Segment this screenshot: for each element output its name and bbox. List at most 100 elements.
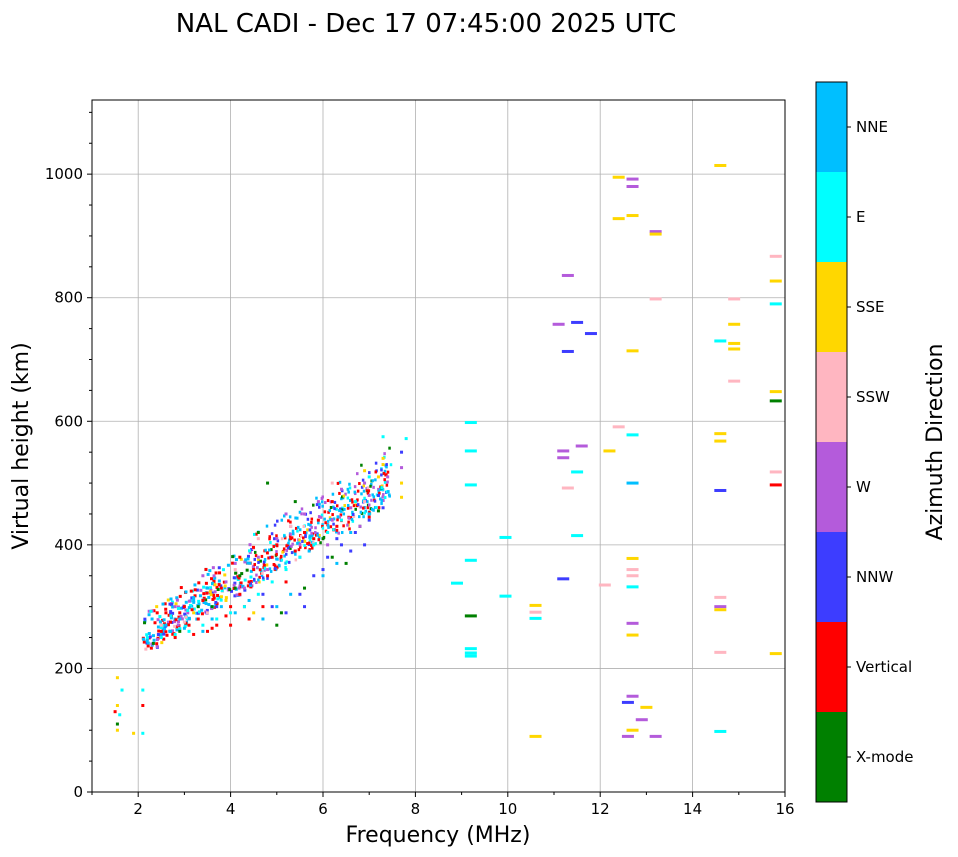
echo-mark xyxy=(318,505,321,509)
echo-mark xyxy=(166,620,170,624)
echo-mark xyxy=(178,594,182,598)
echo-mark xyxy=(347,490,350,494)
echo-mark xyxy=(341,508,344,512)
echo-mark xyxy=(280,558,284,562)
data-point-vertical xyxy=(335,524,339,528)
echo-mark xyxy=(166,598,170,602)
echo-mark xyxy=(269,569,273,573)
echo-mark xyxy=(346,503,350,507)
echo-mark xyxy=(389,463,393,467)
echo-mark xyxy=(350,518,354,522)
data-point-w xyxy=(303,512,307,516)
data-point-e xyxy=(141,688,145,692)
echo-mark xyxy=(374,470,378,474)
echo-mark xyxy=(339,513,343,517)
echo-mark xyxy=(232,583,236,587)
echo-mark xyxy=(318,533,321,537)
echo-mark xyxy=(344,492,347,496)
data-point-vertical xyxy=(159,629,163,633)
echo-mark xyxy=(383,469,387,473)
data-point-ssw xyxy=(561,486,574,490)
echo-mark xyxy=(142,640,146,644)
echo-mark xyxy=(212,579,216,583)
data-point-x-mode xyxy=(279,611,283,615)
echo-mark xyxy=(213,590,217,594)
echo-mark xyxy=(298,528,302,532)
echo-mark xyxy=(169,614,173,618)
data-point-x-mode xyxy=(115,722,119,726)
echo-mark xyxy=(356,472,359,476)
data-point-e xyxy=(464,558,477,562)
data-point-sse xyxy=(155,605,159,609)
echo-mark xyxy=(264,548,267,552)
echo-mark xyxy=(246,561,250,565)
echo-mark xyxy=(240,572,244,576)
data-point-x-mode xyxy=(256,531,260,534)
echo-mark xyxy=(283,554,286,558)
echo-mark xyxy=(156,618,160,622)
echo-mark xyxy=(161,618,165,622)
data-point-sse xyxy=(626,633,639,637)
echo-mark xyxy=(254,554,258,558)
data-point-x-mode xyxy=(275,623,279,627)
data-point-w xyxy=(386,475,390,479)
echo-mark xyxy=(268,567,272,571)
data-point-e xyxy=(464,449,477,453)
data-point-sse xyxy=(252,611,256,615)
colorbar-segment-nnw xyxy=(816,532,847,622)
echo-mark xyxy=(294,552,297,556)
data-point-ssw xyxy=(769,254,782,258)
echo-mark xyxy=(298,510,302,514)
echo-mark xyxy=(200,608,204,612)
y-axis-ticks: 0 200 400 600 800 1000 xyxy=(45,111,92,801)
echo-mark xyxy=(289,532,292,536)
echo-mark xyxy=(366,491,370,495)
echo-mark xyxy=(315,496,318,500)
echo-mark xyxy=(340,497,343,501)
data-point-w xyxy=(224,580,228,584)
data-point-vertical xyxy=(187,623,191,627)
echo-mark xyxy=(151,634,155,638)
echo-mark xyxy=(370,507,374,511)
echo-mark xyxy=(250,548,254,552)
echo-mark xyxy=(288,545,292,549)
echo-mark xyxy=(354,503,357,507)
echo-mark xyxy=(184,590,188,594)
data-point-sse xyxy=(626,556,639,560)
echo-mark xyxy=(371,479,374,483)
echo-mark xyxy=(380,501,383,505)
echo-mark xyxy=(321,504,324,508)
x-tick-label: 4 xyxy=(226,800,236,818)
echo-mark xyxy=(184,600,188,604)
echo-mark xyxy=(342,512,346,516)
echo-mark xyxy=(352,512,355,516)
echo-mark xyxy=(180,617,184,621)
data-point-w xyxy=(173,605,177,609)
data-point-e xyxy=(464,647,477,651)
echo-mark xyxy=(375,505,378,509)
data-point-e xyxy=(626,433,639,437)
echo-mark xyxy=(219,595,223,599)
echo-mark xyxy=(337,531,340,535)
x-axis-ticks: 2 4 6 8 10 12 14 16 xyxy=(91,792,795,818)
echo-mark xyxy=(333,507,336,511)
echo-mark xyxy=(294,516,297,520)
echo-mark xyxy=(352,514,356,518)
echo-mark xyxy=(155,645,159,649)
echo-mark xyxy=(304,535,307,539)
echo-mark xyxy=(383,496,387,500)
echo-mark xyxy=(340,489,344,493)
data-point-sse xyxy=(769,390,782,394)
data-point-sse xyxy=(714,439,727,443)
x-tick-label: 14 xyxy=(683,800,702,818)
echo-mark xyxy=(365,489,369,493)
echo-mark xyxy=(348,482,351,486)
echo-mark xyxy=(335,507,338,511)
echo-mark xyxy=(208,569,212,573)
echo-mark xyxy=(273,523,277,527)
data-point-w xyxy=(316,500,320,504)
echo-mark xyxy=(205,608,209,612)
echo-mark xyxy=(261,571,264,575)
data-point-ssw xyxy=(233,568,237,572)
colorbar-segment-ssw xyxy=(816,352,847,442)
